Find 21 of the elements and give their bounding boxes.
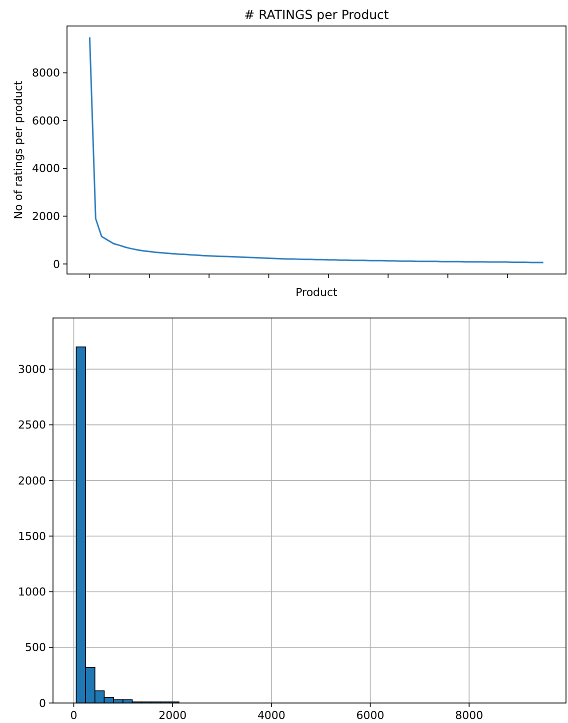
y-tick-label: 0 [53, 258, 60, 271]
y-tick-label: 2000 [18, 474, 46, 488]
x-tick-label: 0 [70, 709, 78, 722]
chart-title: # RATINGS per Product [244, 7, 389, 22]
y-tick-label: 2000 [32, 210, 60, 224]
x-tick-label: 6000 [356, 709, 384, 722]
y-tick-label: 3000 [18, 363, 46, 376]
y-tick-label: 500 [25, 641, 46, 654]
y-tick-label: 2500 [18, 418, 46, 432]
y-tick-label: 4000 [32, 162, 60, 176]
x-axis-title: Product [296, 286, 338, 299]
x-tick-label: 4000 [257, 709, 286, 722]
y-tick-label: 6000 [32, 114, 60, 128]
x-tick-label: 8000 [455, 709, 484, 722]
y-axis-title: No of ratings per product [12, 80, 25, 220]
line-series [88, 36, 544, 264]
y-tick-label: 8000 [32, 66, 60, 80]
y-tick-label: 1500 [18, 530, 46, 543]
x-tick-label: 2000 [158, 709, 187, 722]
y-tick-label: 0 [39, 696, 46, 710]
y-tick-label: 1000 [18, 586, 46, 599]
